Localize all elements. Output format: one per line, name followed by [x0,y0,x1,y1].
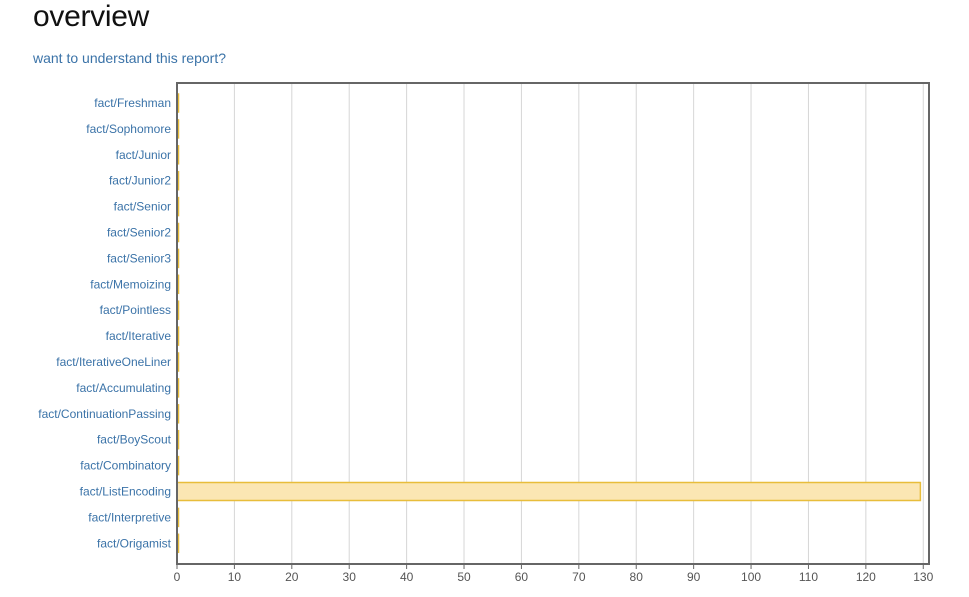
x-tick-label: 0 [174,570,181,584]
x-tick-label: 50 [457,570,471,584]
category-label[interactable]: fact/BoyScout [97,433,172,447]
category-label[interactable]: fact/ContinuationPassing [38,407,171,421]
x-tick-label: 40 [400,570,414,584]
category-label[interactable]: fact/Junior [116,148,171,162]
category-label[interactable]: fact/Freshman [94,96,171,110]
x-tick-label: 10 [228,570,242,584]
category-label[interactable]: fact/Sophomore [86,122,171,136]
category-label[interactable]: fact/Senior2 [107,226,171,240]
category-label[interactable]: fact/Origamist [97,536,172,550]
bar [176,481,922,502]
page-title: overview [33,0,149,33]
category-label[interactable]: fact/Memoizing [90,277,171,291]
help-link[interactable]: want to understand this report? [33,50,227,66]
category-label[interactable]: fact/Junior2 [109,174,171,188]
category-label[interactable]: fact/Senior [114,200,171,214]
category-label[interactable]: fact/Senior3 [107,251,171,265]
x-tick-label: 20 [285,570,299,584]
category-label[interactable]: fact/Combinatory [80,459,171,473]
x-tick-label: 130 [913,570,933,584]
category-label[interactable]: fact/ListEncoding [80,485,171,499]
x-tick-label: 110 [799,570,818,584]
category-label[interactable]: fact/Pointless [100,303,171,317]
x-tick-label: 70 [572,570,586,584]
x-axis-ticks: 0 10 20 30 40 50 60 70 80 90 100 110 120 130 [174,564,934,584]
x-tick-label: 60 [515,570,529,584]
category-label[interactable]: fact/IterativeOneLiner [56,355,171,369]
x-tick-label: 80 [630,570,644,584]
x-tick-label: 100 [741,570,761,584]
category-labels: fact/Freshman fact/Sophomore fact/Junior fa… [38,96,171,550]
x-tick-label: 120 [856,570,876,584]
x-tick-label: 90 [687,570,701,584]
plot-frame [176,82,930,565]
x-tick-label: 30 [343,570,357,584]
category-label[interactable]: fact/Accumulating [76,381,171,395]
category-label[interactable]: fact/Interpretive [88,510,171,524]
category-label[interactable]: fact/Iterative [106,329,172,343]
